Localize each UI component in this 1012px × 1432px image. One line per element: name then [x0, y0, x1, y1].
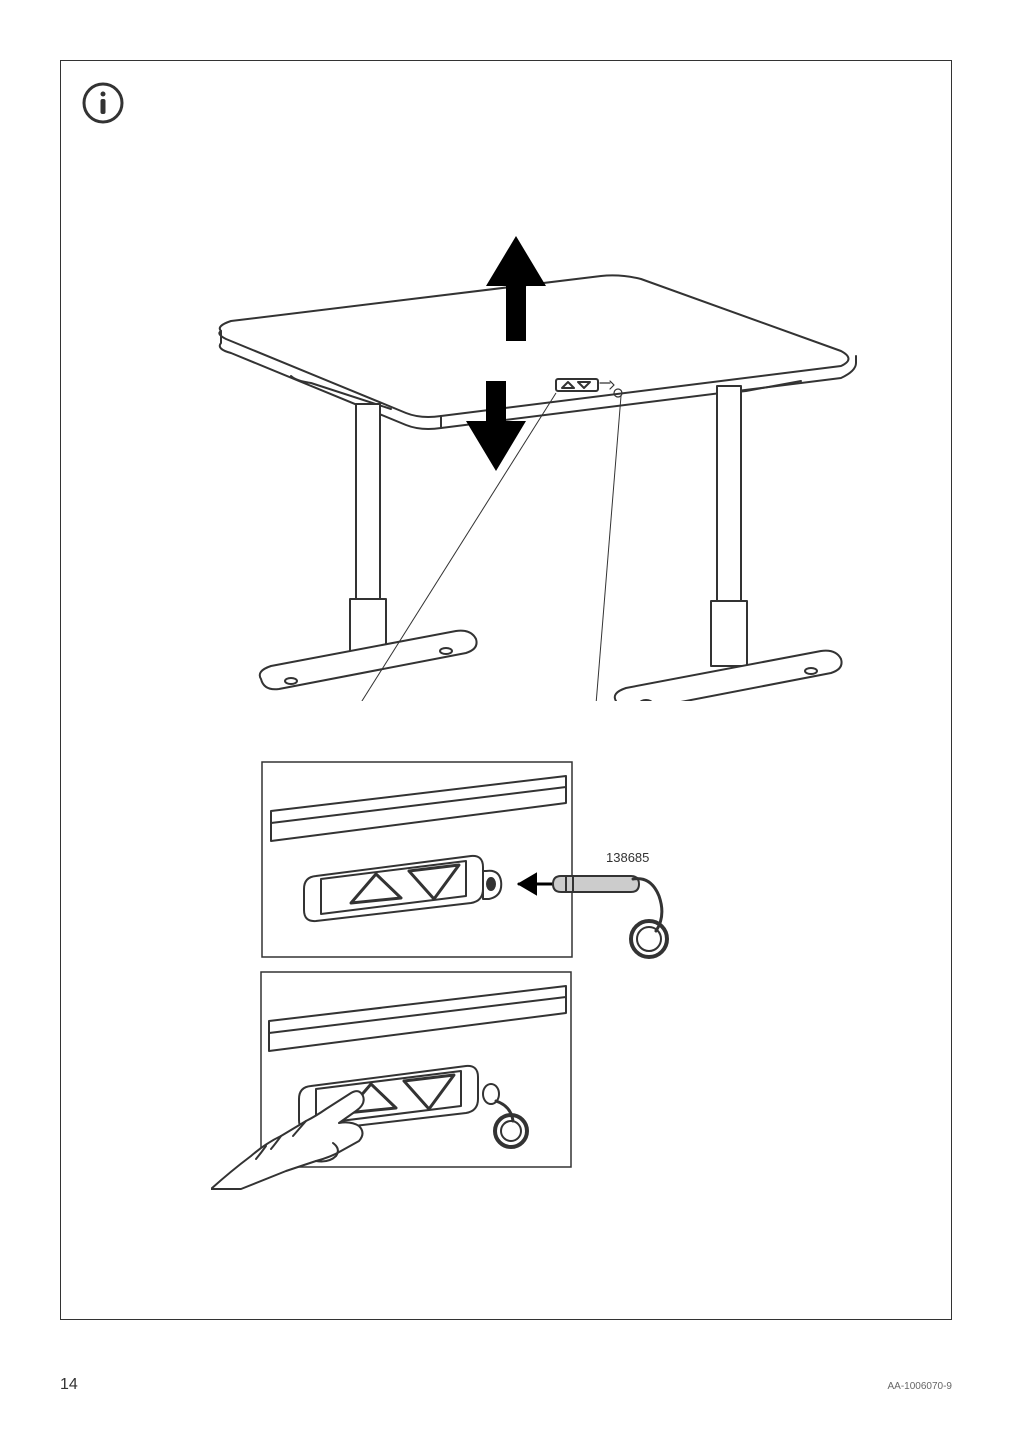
page-number: 14: [60, 1376, 78, 1394]
part-number: 138685: [606, 850, 649, 865]
doc-reference: AA-1006070-9: [888, 1381, 953, 1392]
detail-hand-press: [211, 971, 591, 1191]
page-frame: 138685: [60, 60, 952, 1320]
info-icon: [81, 81, 125, 125]
desk-illustration: [161, 181, 861, 701]
